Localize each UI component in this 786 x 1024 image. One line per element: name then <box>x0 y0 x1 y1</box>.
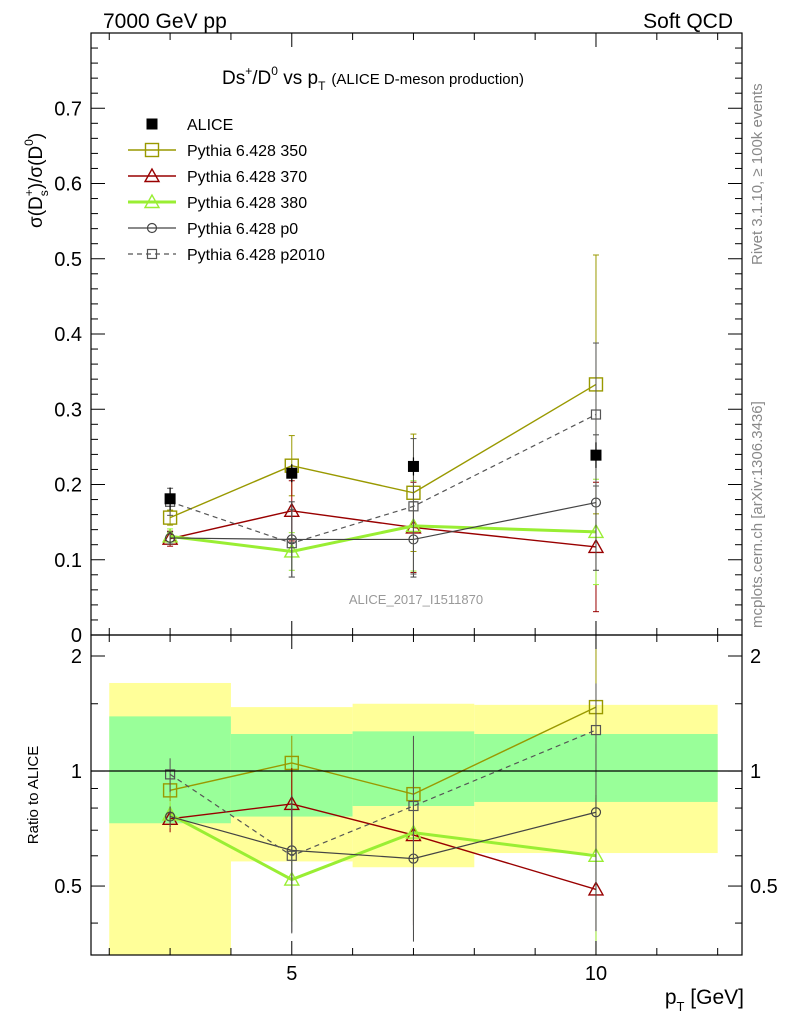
title-sup2: 0 <box>271 64 278 78</box>
main-plot-area <box>161 254 605 613</box>
series-line <box>169 383 597 519</box>
x-tick-label: 10 <box>585 963 607 985</box>
y-tick-label: 0.6 <box>54 174 82 196</box>
ratio-series-marker <box>164 811 176 822</box>
legend-label-alice: ALICE <box>187 117 233 134</box>
y-tick-label: 0.2 <box>54 475 82 497</box>
y-tick-label: 0.7 <box>54 98 82 120</box>
xlabel-sub: T <box>677 999 685 1014</box>
axes: 5 10 0 0.1 0.2 0.3 0.4 0.5 0.6 0.7 0.5 0.5 1 1 2 2 <box>54 32 778 985</box>
legend-marker-alice <box>146 118 158 130</box>
legend-marker <box>146 222 158 234</box>
ratio-series-marker <box>590 807 602 818</box>
legend-marker <box>143 167 161 183</box>
ratio-y-tick-label-right: 1 <box>750 761 761 783</box>
ylabel-sub: s <box>37 190 51 196</box>
y-axis-label: σ(Ds+)/σ(D0) <box>22 133 51 228</box>
series-marker <box>164 532 176 544</box>
series-line <box>169 510 597 548</box>
ratio-y-tick-label: 0.5 <box>54 876 82 898</box>
legend-label: Pythia 6.428 350 <box>187 143 307 160</box>
ratio-series-marker <box>286 850 297 861</box>
title-ds: Ds <box>222 68 245 89</box>
ratio-plot-area <box>91 638 742 955</box>
ratio-series-line <box>170 803 597 891</box>
x-tick-label: 5 <box>286 963 297 985</box>
series-line <box>169 524 597 553</box>
data-marker <box>407 460 419 472</box>
ratio-y-tick-label-right: 0.5 <box>750 876 778 898</box>
ylabel-sup: + <box>22 189 36 196</box>
xlabel-a: p <box>665 986 677 1009</box>
ratio-series-line <box>169 729 597 857</box>
series-marker <box>286 538 297 549</box>
legend-label: Pythia 6.428 p0 <box>187 221 298 238</box>
ratio-series-marker <box>408 800 419 812</box>
y-tick-label: 0.5 <box>54 249 82 271</box>
title-sub: T <box>318 79 326 93</box>
y-tick-label: 0.4 <box>54 324 82 346</box>
series-marker <box>408 501 419 512</box>
legend-label: Pythia 6.428 380 <box>187 195 307 212</box>
legend-marker <box>144 142 160 158</box>
data-marker <box>286 467 298 479</box>
ratio-y-tick-label-right: 2 <box>750 646 761 668</box>
title-sup1: + <box>245 64 252 78</box>
series-line <box>170 501 597 541</box>
group-label: Soft QCD <box>643 10 733 33</box>
series-line <box>169 413 597 544</box>
legend-marker <box>143 193 161 209</box>
ratio-y-tick-label: 1 <box>71 761 82 783</box>
y-tick-label: 0 <box>71 625 82 647</box>
legend-label: Pythia 6.428 370 <box>187 169 307 186</box>
ratio-series-marker <box>164 769 176 780</box>
chart-title: Ds+/D0 vs pT (ALICE D-meson production) <box>222 64 524 93</box>
ratio-y-axis-label: Ratio to ALICE <box>25 746 42 844</box>
ratio-series-line <box>169 706 597 795</box>
ylabel-c: ) <box>26 133 47 139</box>
y-tick-label: 0.1 <box>54 550 82 572</box>
rivet-label: Rivet 3.1.10, ≥ 100k events <box>749 83 766 265</box>
series-marker <box>590 497 602 508</box>
ratio-series-marker <box>590 724 602 736</box>
title-d: /D <box>252 68 271 89</box>
xlabel-b: [GeV] <box>684 986 744 1009</box>
legend-label: Pythia 6.428 p2010 <box>187 247 325 264</box>
mcplots-label: mcplots.cern.ch [arXiv:1306.3436] <box>749 401 766 628</box>
data-marker <box>164 493 176 505</box>
title-vs: vs p <box>278 68 318 89</box>
ratio-frame <box>90 634 743 956</box>
analysis-watermark: ALICE_2017_I1511870 <box>349 592 483 607</box>
energy-label: 7000 GeV pp <box>103 10 227 33</box>
ratio-series-line <box>169 811 597 860</box>
data-marker <box>590 449 602 461</box>
ylabel-b: )/σ(D <box>26 146 47 189</box>
series-marker <box>590 409 602 420</box>
legend: ALICE Pythia 6.428 350 Pythia 6.428 370 Pyt… <box>128 117 325 264</box>
y-tick-label: 0.3 <box>54 399 82 421</box>
legend-marker <box>146 248 158 260</box>
title-note: (ALICE D-meson production) <box>331 71 524 88</box>
ylabel-sup2: 0 <box>22 139 36 146</box>
ylabel-a: σ(D <box>26 196 47 228</box>
x-axis-label: pT [GeV] <box>665 986 744 1014</box>
ratio-y-tick-label: 2 <box>71 646 82 668</box>
ratio-series-line <box>169 813 597 882</box>
